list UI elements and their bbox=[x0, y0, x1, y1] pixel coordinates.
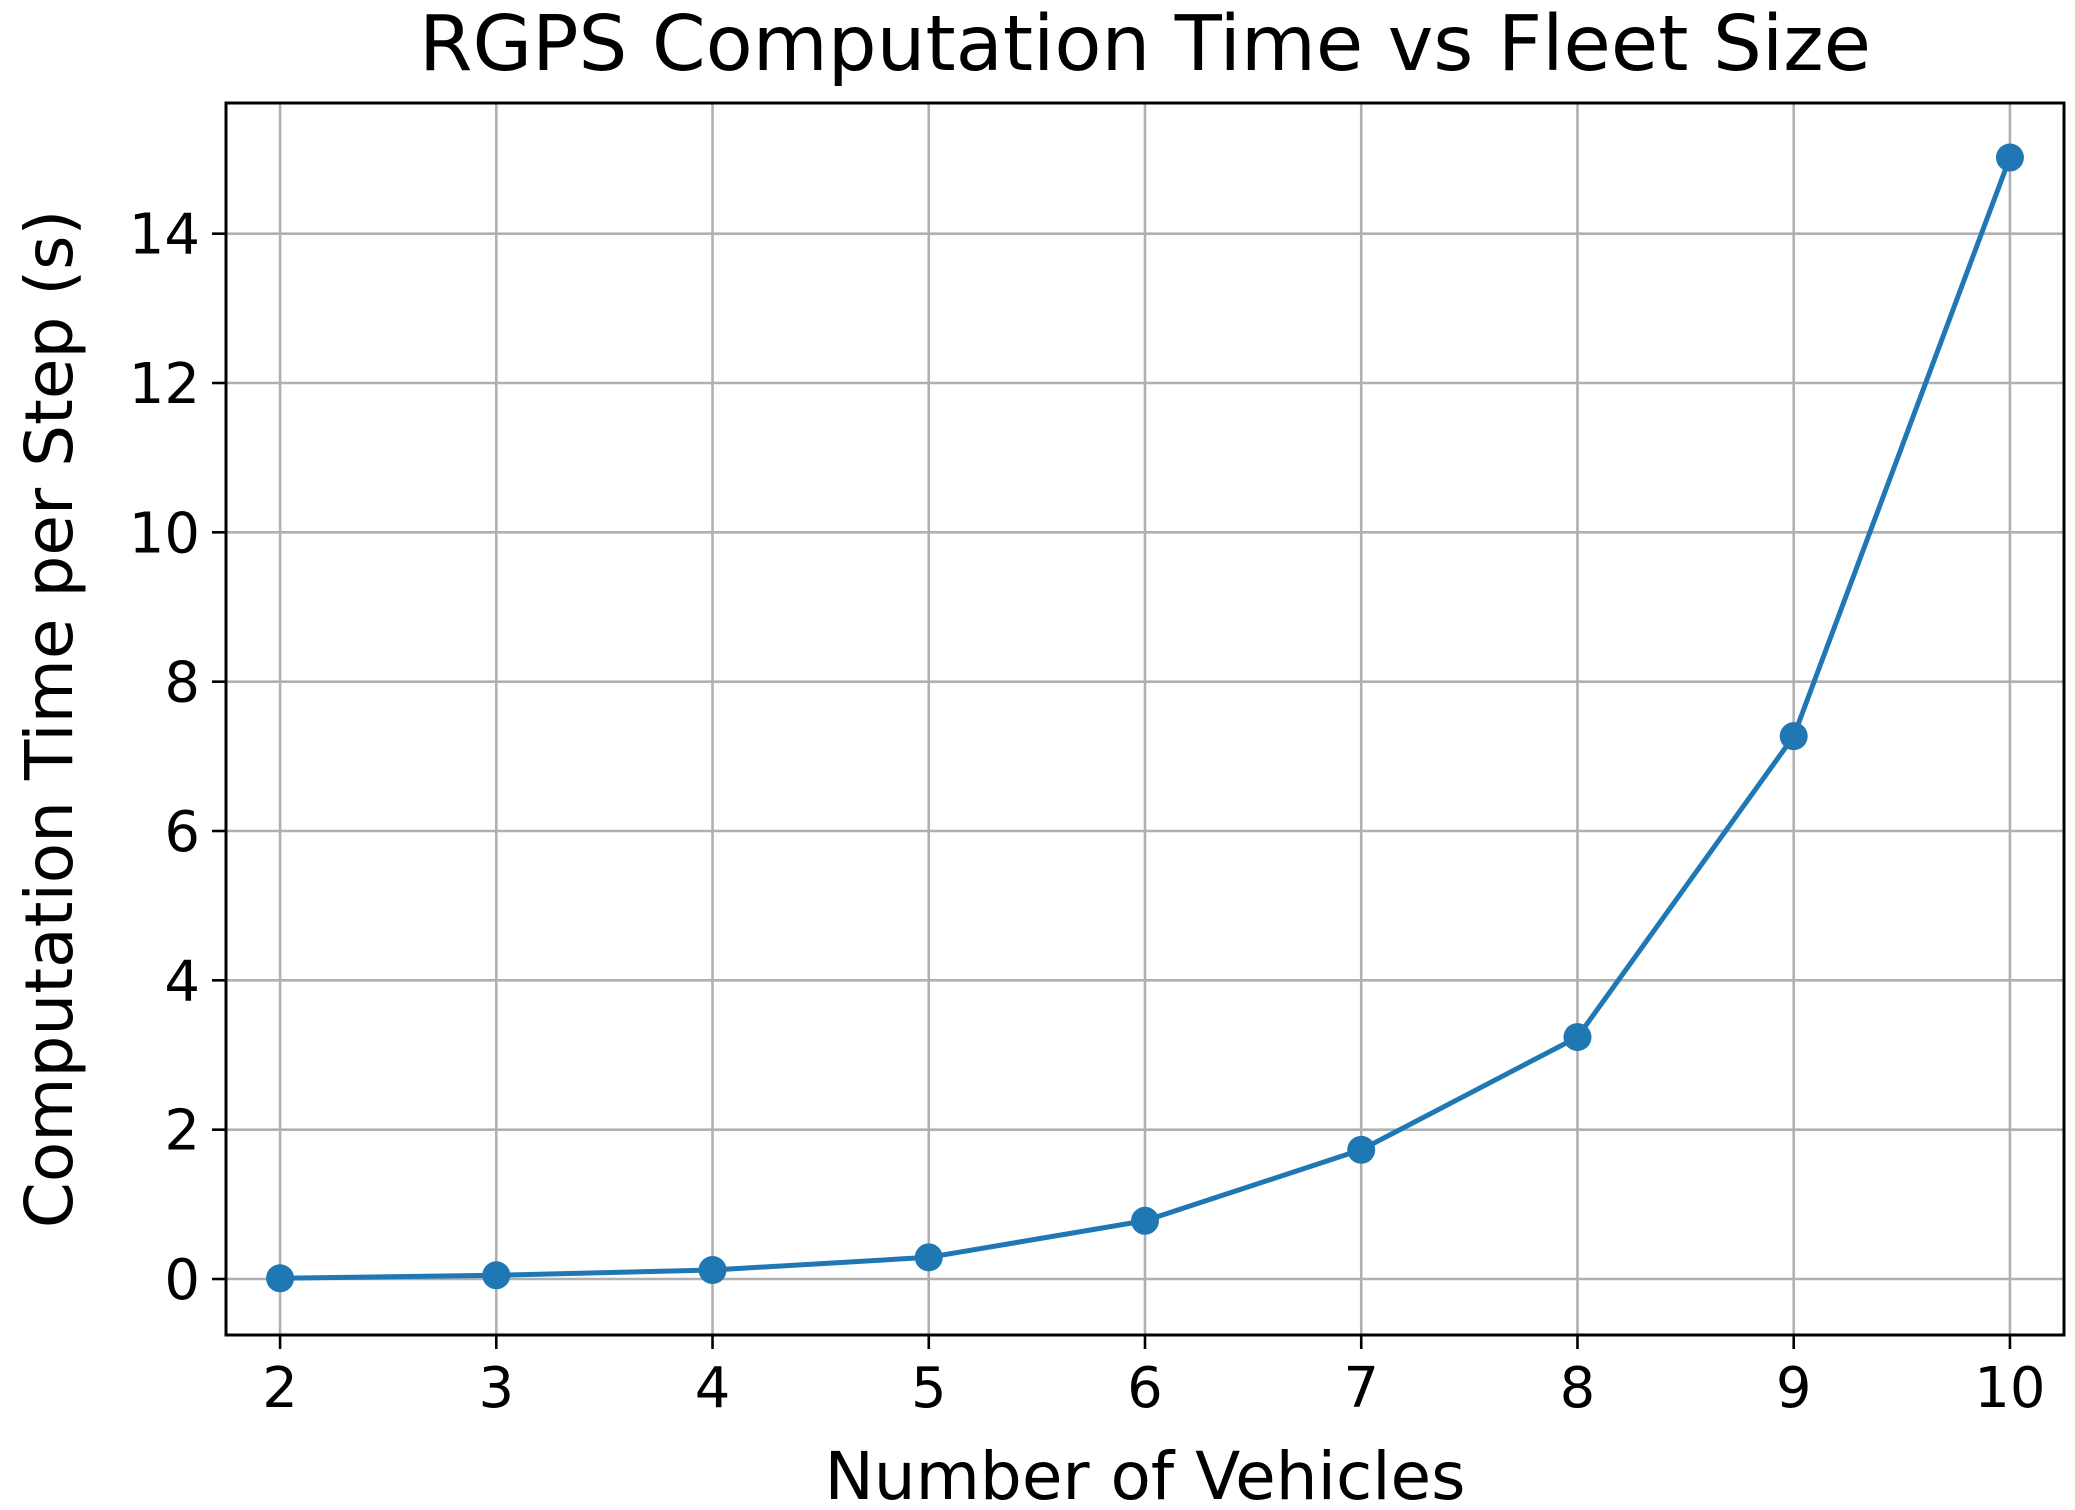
chart-title: RGPS Computation Time vs Fleet Size bbox=[419, 0, 1871, 89]
y-tick-label: 2 bbox=[164, 1099, 200, 1164]
data-point bbox=[1779, 722, 1808, 751]
x-axis-ticks: 2 3 4 5 6 7 8 9 10 bbox=[262, 1335, 2046, 1421]
x-tick-label: 8 bbox=[1560, 1356, 1596, 1421]
x-tick-label: 7 bbox=[1343, 1356, 1379, 1421]
x-tick-label: 5 bbox=[911, 1356, 947, 1421]
data-point bbox=[1563, 1023, 1592, 1052]
data-point bbox=[482, 1261, 511, 1290]
x-tick-label: 3 bbox=[478, 1356, 514, 1421]
y-tick-label: 8 bbox=[164, 651, 200, 716]
grid-lines bbox=[226, 103, 2064, 1335]
y-tick-label: 4 bbox=[164, 949, 200, 1014]
x-axis-label: Number of Vehicles bbox=[824, 1438, 1465, 1510]
x-tick-label: 10 bbox=[1974, 1356, 2045, 1421]
data-point bbox=[698, 1256, 727, 1285]
y-tick-label: 6 bbox=[164, 800, 200, 865]
y-tick-label: 12 bbox=[129, 352, 200, 417]
data-point bbox=[1995, 143, 2024, 172]
x-tick-label: 4 bbox=[695, 1356, 731, 1421]
x-tick-label: 6 bbox=[1127, 1356, 1163, 1421]
y-tick-label: 14 bbox=[129, 203, 200, 268]
x-tick-label: 2 bbox=[262, 1356, 298, 1421]
data-point bbox=[1347, 1135, 1376, 1164]
data-point bbox=[1131, 1206, 1159, 1235]
data-point bbox=[266, 1264, 295, 1293]
y-axis-label: Computation Time per Step (s) bbox=[11, 210, 88, 1228]
y-tick-label: 0 bbox=[164, 1248, 200, 1313]
data-point bbox=[914, 1243, 943, 1272]
y-axis-ticks: 0 2 4 6 8 10 12 14 bbox=[129, 203, 226, 1313]
x-tick-label: 9 bbox=[1776, 1356, 1812, 1421]
y-tick-label: 10 bbox=[129, 501, 200, 566]
series-layer bbox=[266, 143, 2024, 1293]
